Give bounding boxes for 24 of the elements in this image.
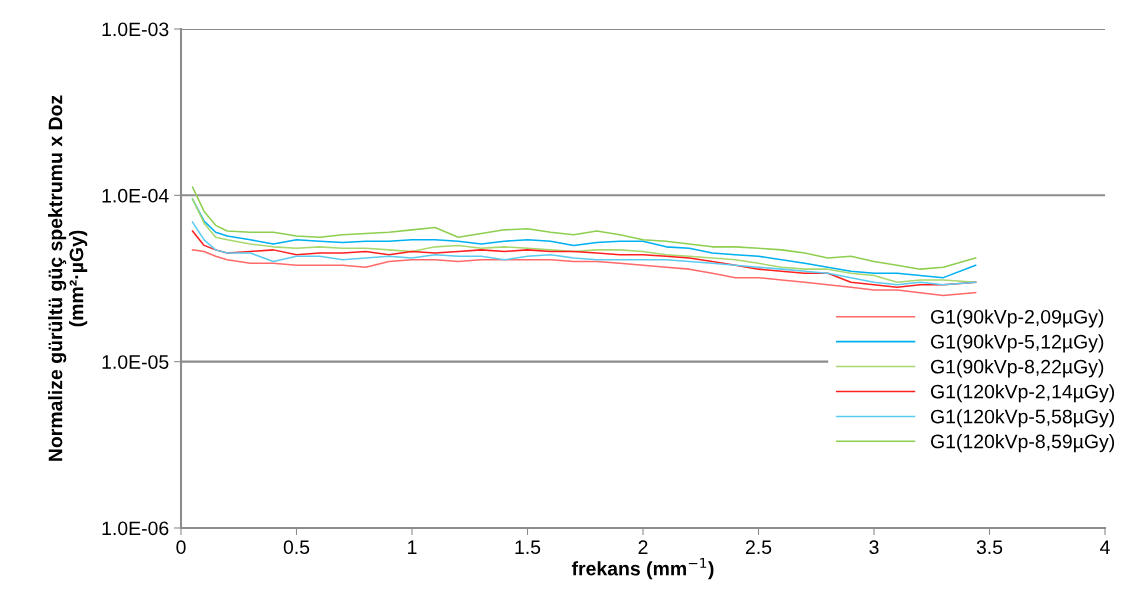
- legend-label: G1(120kVp-8,59µGy): [931, 434, 1115, 453]
- x-tick-label: 3.5: [976, 540, 1003, 555]
- x-axis-title: frekans (mm$^{−1}$): [571, 557, 714, 580]
- y-tick-label: 1.0E-06: [102, 521, 169, 536]
- y-tick-label: 1.0E-04: [102, 188, 169, 203]
- x-tick-label: 1: [408, 540, 417, 554]
- line-series: [191, 221, 977, 286]
- x-tick-label: 2: [638, 540, 648, 554]
- legend-label: G1(120kVp-2,14µGy): [931, 384, 1115, 403]
- line-series: [191, 249, 977, 297]
- y-axis-title: Normalize gürültü güç spektrumu x Doz (mm²·µGy): [48, 95, 88, 461]
- y-tick-label: 1.0E-05: [102, 355, 169, 369]
- x-tick-label: 1.5: [515, 540, 541, 555]
- legend-label: G1(90kVp-8,22µGy): [931, 359, 1104, 378]
- legend-label: G1(90kVp-2,09µGy): [931, 309, 1104, 328]
- x-tick-label: 2.5: [745, 540, 772, 555]
- y-tick-label: 1.0E-03: [102, 22, 169, 37]
- x-tick-label: 3: [869, 540, 879, 555]
- x-tick-label: 0: [176, 540, 186, 555]
- x-tick-label: 4: [1100, 540, 1110, 554]
- line-series: [191, 186, 977, 270]
- legend-label: G1(90kVp-5,12µGy): [931, 334, 1104, 353]
- legend-label: G1(120kVp-5,58µGy): [931, 409, 1115, 428]
- x-tick-label: 0.5: [283, 540, 310, 555]
